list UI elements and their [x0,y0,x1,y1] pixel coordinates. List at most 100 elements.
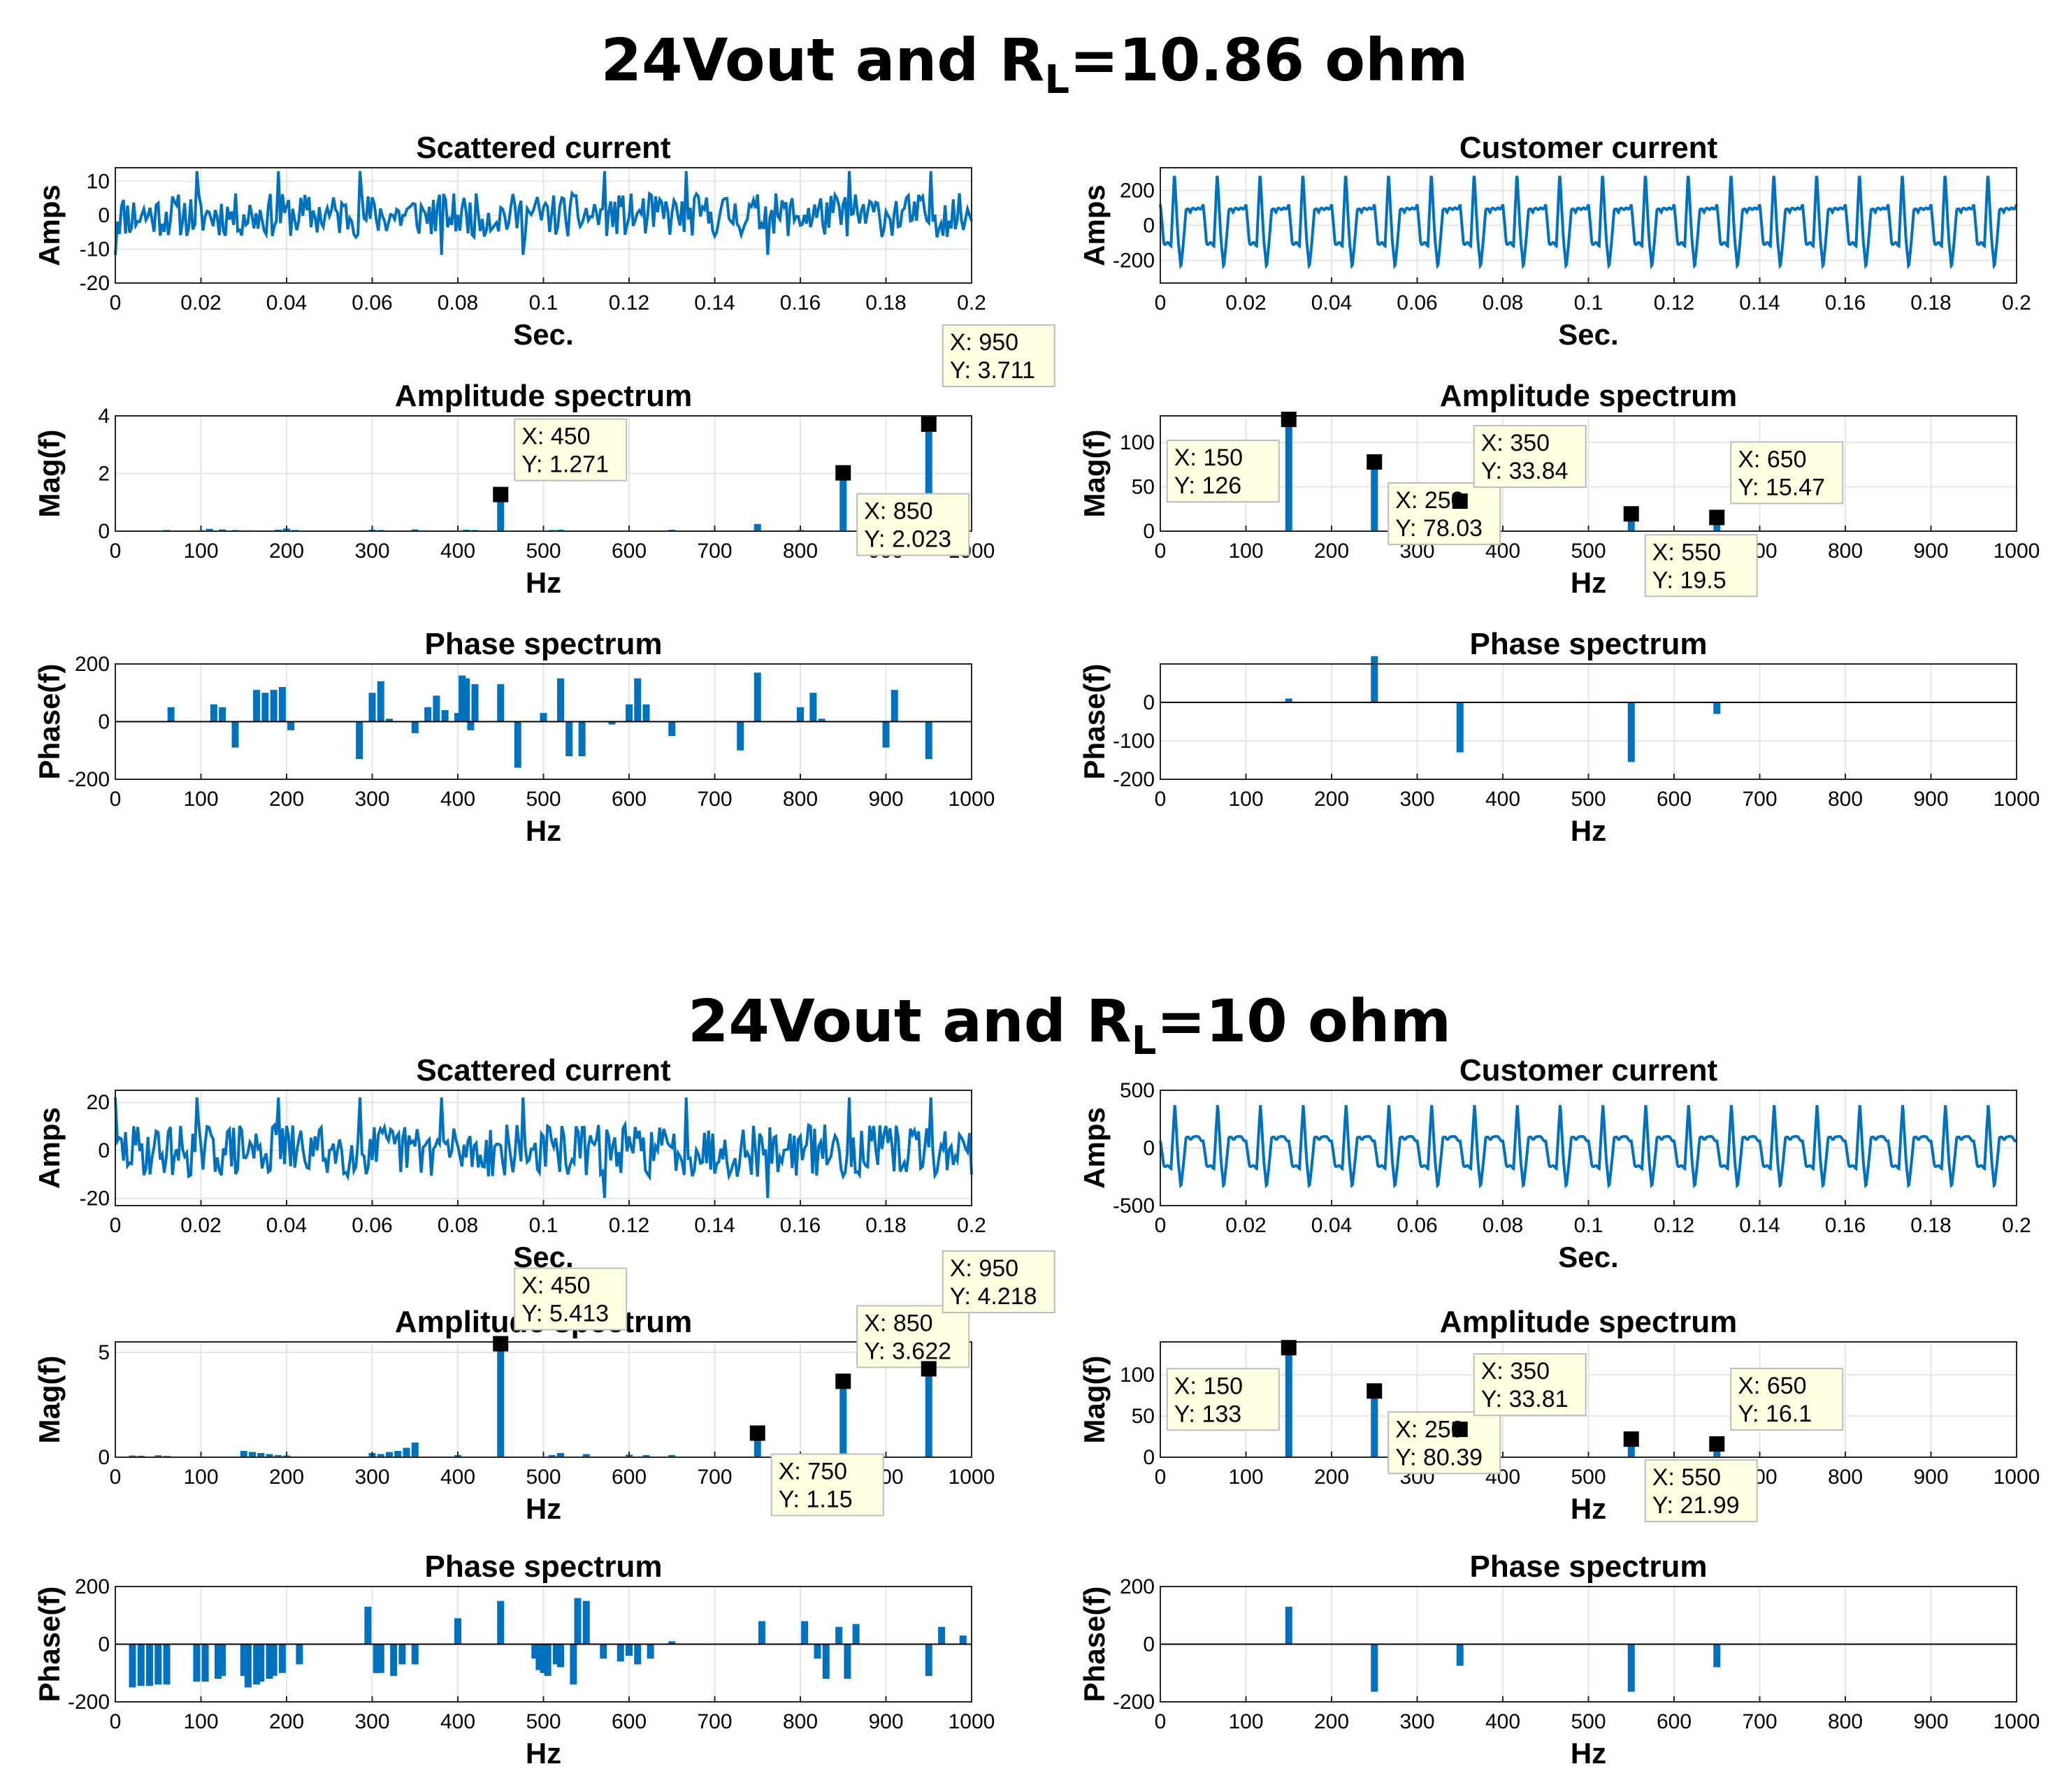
y-axis-label: Mag(f) [33,430,66,518]
phase-bar [552,1644,560,1665]
phase-bar [471,684,479,722]
x-tick-label: 0.2 [957,291,986,315]
plot-title: Customer current [1459,1053,1718,1088]
phase-bar [356,721,363,760]
x-tick-label: 0 [110,1214,122,1237]
datatip-x-label: X: 650 [1738,1373,1806,1399]
datatip-x-label: X: 850 [864,498,932,525]
stem-bar [1285,1347,1292,1457]
y-tick-label: 0 [1143,1446,1155,1469]
datatip-y-label: Y: 133 [1174,1401,1241,1427]
x-tick-label: 500 [1571,540,1606,563]
y-axis-label: Phase(f) [33,664,66,780]
phase-bar [424,707,432,722]
y-axis-label: Phase(f) [33,1587,66,1703]
x-tick-label: 1000 [949,788,995,811]
panel-s2-p3: 0100200300400500600700800900100050Amplit… [33,1250,1055,1525]
phase-bar [647,1644,654,1659]
x-tick-label: 600 [1657,788,1692,811]
x-tick-label: 200 [269,788,304,811]
phase-bar [368,693,376,722]
phase-bar [754,672,761,722]
y-tick-label: 50 [1132,1405,1155,1428]
x-tick-label: 200 [269,540,304,563]
x-tick-label: 100 [183,1466,218,1489]
y-tick-label: -20 [80,272,110,295]
x-tick-label: 0.04 [266,1214,307,1237]
x-tick-label: 0 [1155,1466,1167,1489]
y-tick-label: -200 [1113,768,1155,791]
x-axis-label: Hz [526,1492,561,1525]
phase-bar [634,1644,642,1665]
phase-bar [582,1600,590,1645]
x-tick-label: 0.18 [865,1214,906,1237]
datatip-marker [1281,1340,1297,1356]
y-tick-label: 0 [98,1633,110,1656]
x-tick-label: 0.16 [1825,291,1866,315]
phase-bar [1371,656,1378,702]
x-tick-label: 400 [1485,1710,1520,1733]
y-axis-label: Phase(f) [1078,664,1111,780]
phase-bar [758,1621,765,1645]
datatip-marker [835,465,851,481]
phase-bar [514,721,521,768]
datatip-y-label: Y: 33.81 [1481,1386,1569,1412]
x-tick-label: 0 [110,1466,122,1489]
x-tick-label: 800 [783,540,818,563]
section-title-2: 24Vout and RL=10 ohm [688,987,1451,1064]
phase-bar [270,1644,277,1676]
x-tick-label: 0.02 [180,291,221,315]
y-tick-label: 5 [98,1341,110,1364]
panel-s2-p5: 0 100 200 300 400 500 600 700 800 900 10002000-200… [33,1549,995,1770]
phase-bar [201,1644,209,1682]
x-tick-label: 1000 [949,1466,995,1489]
x-tick-label: 0.14 [694,291,735,315]
stem-bar [1371,461,1378,531]
phase-bar [1456,702,1464,753]
x-tick-label: 1000 [1994,1710,2040,1733]
phase-bar [497,684,505,722]
phase-bar [891,690,898,722]
y-tick-label: 20 [87,1091,110,1114]
datatip-y-label: Y: 4.218 [950,1283,1037,1310]
x-tick-label: 0.02 [1225,1214,1266,1237]
panel-s1-p4: 01002003004005006007008009001000100500Am… [1078,379,2040,599]
x-tick-label: 0.12 [1654,291,1694,315]
phase-bar [163,1644,171,1685]
x-tick-label: 0.06 [1397,1214,1437,1237]
x-tick-label: 0.14 [1739,1214,1780,1237]
x-axis-label: Hz [526,566,561,599]
phase-bar [240,1644,247,1676]
x-tick-label: 900 [1913,1466,1948,1489]
x-tick-label: 700 [1742,1710,1777,1733]
phase-bar [219,1644,226,1676]
plot-title: Scattered current [416,131,671,165]
phase-bar [215,1644,222,1679]
x-tick-label: 900 [868,788,903,811]
y-tick-label: 0 [1143,215,1155,238]
x-tick-label: 0.04 [266,291,307,315]
datatip-box [942,1250,1055,1313]
x-tick-label: 0.1 [1574,291,1603,315]
x-tick-label: 0.2 [957,1214,986,1237]
panel-s2-p6: 0 100 200 300 400 500 600 700 800 900 10002000-200… [1078,1549,2040,1770]
stem-bar [137,1455,145,1457]
phase-bar [398,1644,406,1665]
datatip-box [856,1305,970,1368]
y-tick-label: 0 [98,711,110,734]
y-tick-label: -100 [1113,730,1155,753]
datatip-y-label: Y: 33.84 [1481,458,1569,484]
phase-bar [938,1626,946,1645]
stem-bar [129,1455,136,1457]
phase-bar [386,718,393,722]
phase-bar [454,1618,461,1645]
phase-bar [377,681,384,722]
x-tick-label: 800 [783,788,818,811]
y-tick-label: 200 [75,653,110,676]
datatip-marker [835,1373,851,1389]
phase-bar [600,1644,607,1659]
x-tick-label: 300 [1399,1710,1434,1733]
x-tick-label: 0.08 [1483,291,1523,315]
datatip-box [514,1267,628,1331]
